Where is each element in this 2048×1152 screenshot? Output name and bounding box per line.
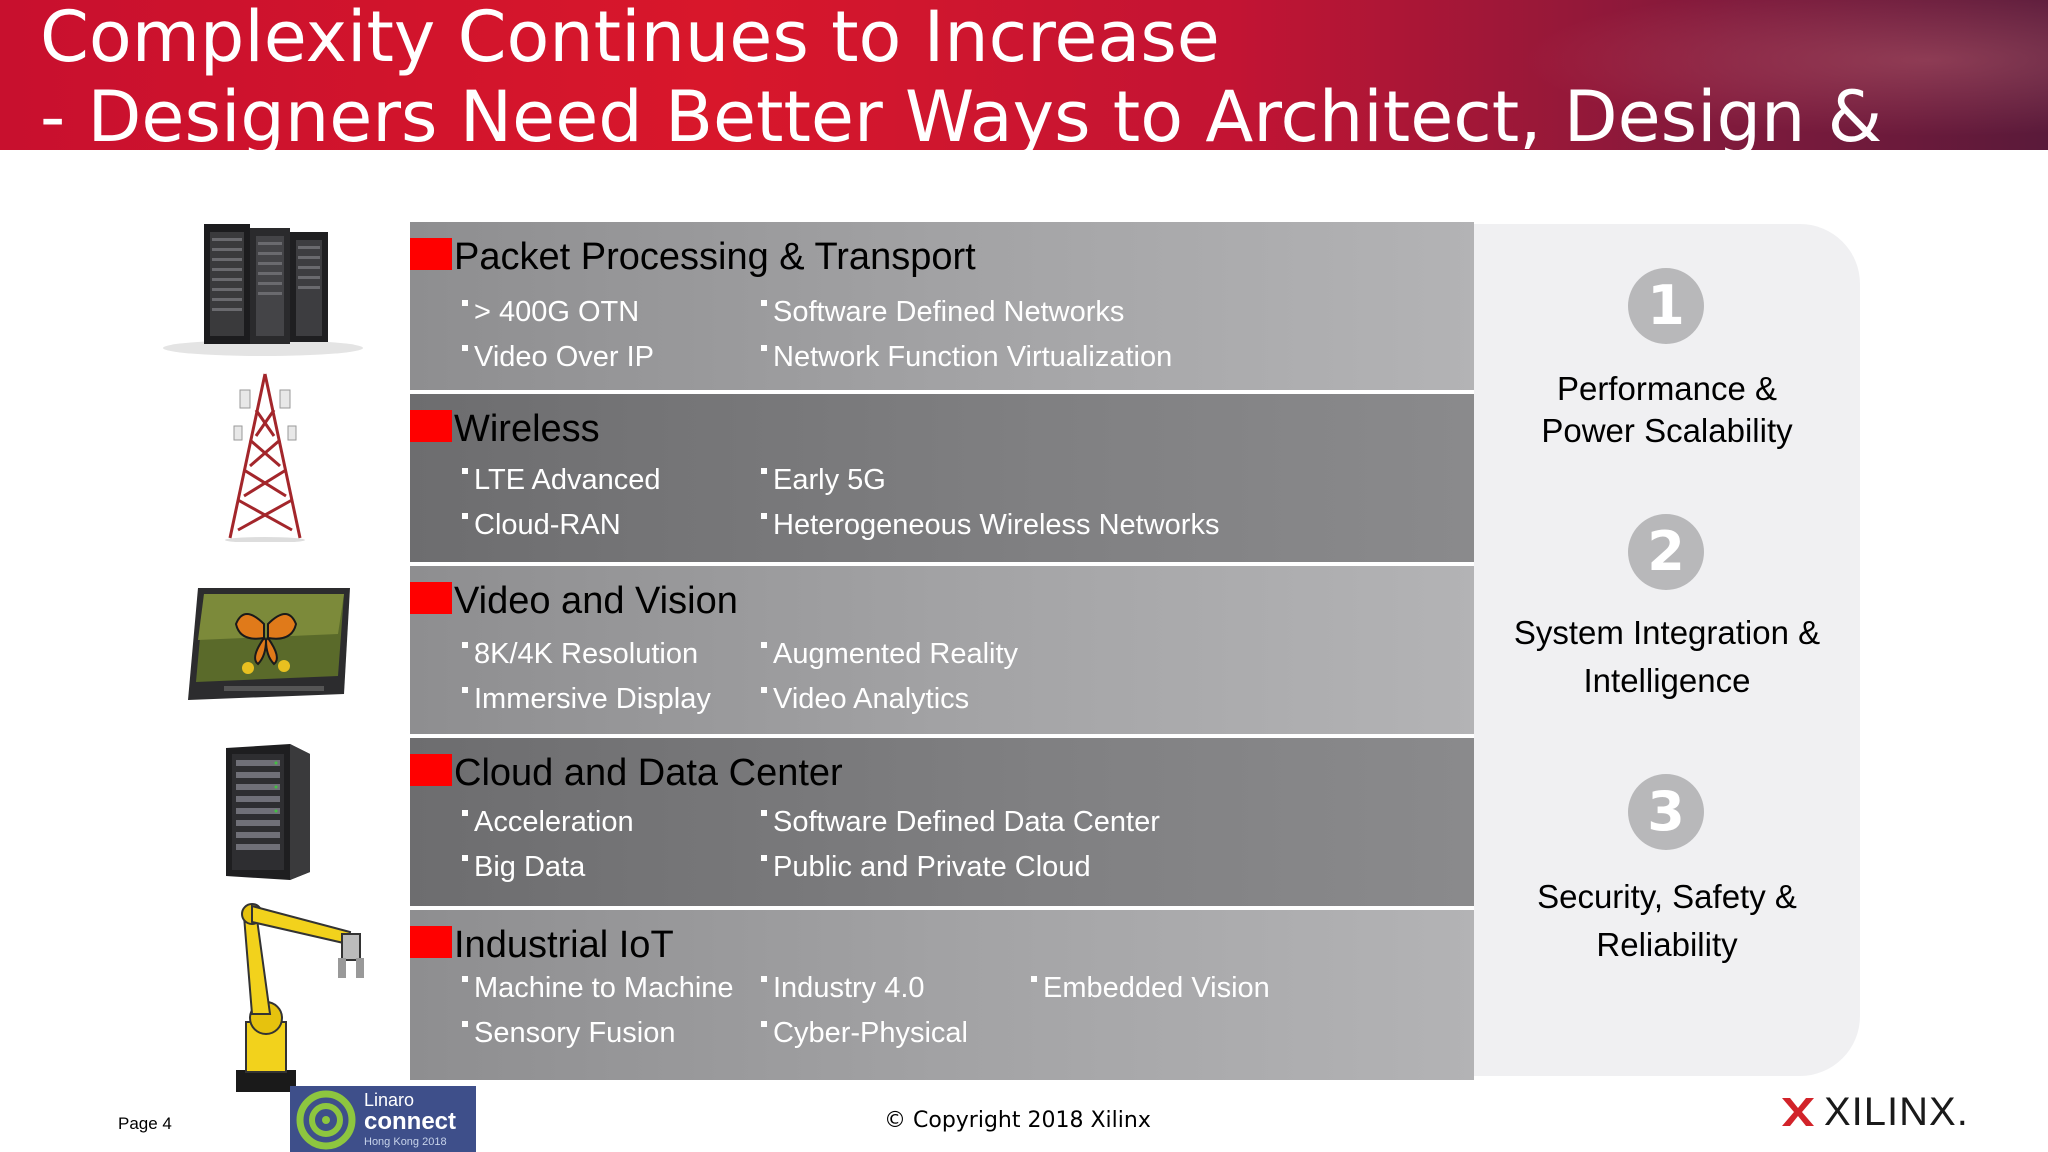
- list-item: Video Analytics: [760, 683, 970, 715]
- list-item: Sensory Fusion: [462, 1017, 676, 1049]
- benefit-text-line: Power Scalability: [1541, 412, 1793, 449]
- list-item: Early 5G: [761, 464, 886, 496]
- row-title: Cloud and Data Center: [454, 752, 843, 794]
- list-item: Public and Private Cloud: [761, 851, 1091, 883]
- row-title: Wireless: [454, 408, 600, 450]
- event-location-text: Hong Kong 2018: [364, 1136, 447, 1148]
- benefits-panel: 1 Performance & Power Scalability 2 Syst…: [1474, 224, 1860, 1076]
- cell-tower-icon: [210, 370, 320, 543]
- linaro-text: Linaro: [364, 1090, 415, 1110]
- red-marker: [410, 410, 452, 442]
- row-title: Industrial IoT: [454, 924, 674, 966]
- list-item: Video Over IP: [461, 341, 655, 373]
- slide-title-line-2: - Designers Need Better Ways to Architec…: [40, 76, 1883, 150]
- list-item: > 400G OTN: [461, 296, 640, 328]
- linaro-connect-logo: Linaro connect Hong Kong 2018: [290, 1086, 476, 1152]
- list-item: LTE Advanced: [461, 464, 661, 496]
- row-wireless: Wireless LTE Advanced Early 5G Cloud-RAN…: [410, 394, 1474, 562]
- row-industrial-iot: Industrial IoT Machine to Machine Indust…: [410, 910, 1474, 1080]
- row-packet-processing: Packet Processing & Transport > 400G OTN…: [410, 222, 1474, 390]
- number-badge-3: 3: [1628, 774, 1704, 850]
- title-banner: Complexity Continues to Increase - Desig…: [0, 0, 2048, 150]
- linaro-swirl-icon: [296, 1090, 356, 1150]
- monitor-butterfly-icon: [184, 584, 354, 708]
- server-cabinet-icon: [216, 742, 316, 884]
- benefit-text-line: Security, Safety &: [1537, 878, 1797, 915]
- list-item: Industry 4.0: [761, 972, 925, 1004]
- number-badge-2: 2: [1628, 514, 1704, 590]
- red-marker: [410, 754, 452, 786]
- number-badge-1: 1: [1628, 268, 1704, 344]
- xilinx-x-icon: [1782, 1098, 1814, 1126]
- benefit-text-line: Intelligence: [1583, 662, 1751, 699]
- row-title: Video and Vision: [454, 580, 738, 622]
- list-item: 8K/4K Resolution: [461, 638, 699, 670]
- benefit-text-line: Reliability: [1596, 926, 1738, 963]
- list-item: Cloud-RAN: [462, 509, 621, 541]
- benefit-text-line: Performance &: [1556, 370, 1778, 407]
- row-title: Packet Processing & Transport: [454, 236, 976, 278]
- red-marker: [410, 582, 452, 614]
- server-racks-icon: [160, 218, 366, 358]
- list-item: Heterogeneous Wireless Networks: [760, 509, 1220, 541]
- page-number: Page 4: [118, 1114, 172, 1133]
- list-item: Augmented Reality: [760, 638, 1019, 670]
- list-item: Software Defined Networks: [760, 296, 1125, 328]
- connect-text: connect: [364, 1108, 457, 1135]
- list-item: Acceleration: [462, 806, 634, 838]
- list-item: Machine to Machine: [462, 972, 734, 1004]
- robot-arm-icon: [230, 898, 376, 1094]
- banner-decoration: [1448, 0, 2048, 150]
- list-item: Immersive Display: [462, 683, 711, 715]
- red-marker: [410, 238, 452, 270]
- list-item: Embedded Vision: [1031, 972, 1270, 1004]
- xilinx-wordmark: XILINX.: [1824, 1090, 1969, 1134]
- row-video-vision: Video and Vision 8K/4K Resolution Augmen…: [410, 566, 1474, 734]
- list-item: Cyber-Physical: [761, 1017, 968, 1049]
- copyright-text: © Copyright 2018 Xilinx: [884, 1108, 1151, 1133]
- red-marker: [410, 926, 452, 958]
- list-item: Network Function Virtualization: [760, 341, 1173, 373]
- list-item: Software Defined Data Center: [761, 806, 1160, 838]
- slide-title-line-1: Complexity Continues to Increase: [40, 0, 1220, 78]
- list-item: Big Data: [461, 851, 586, 883]
- row-cloud-data-center: Cloud and Data Center Acceleration Softw…: [410, 738, 1474, 906]
- benefit-text-line: System Integration &: [1513, 614, 1821, 651]
